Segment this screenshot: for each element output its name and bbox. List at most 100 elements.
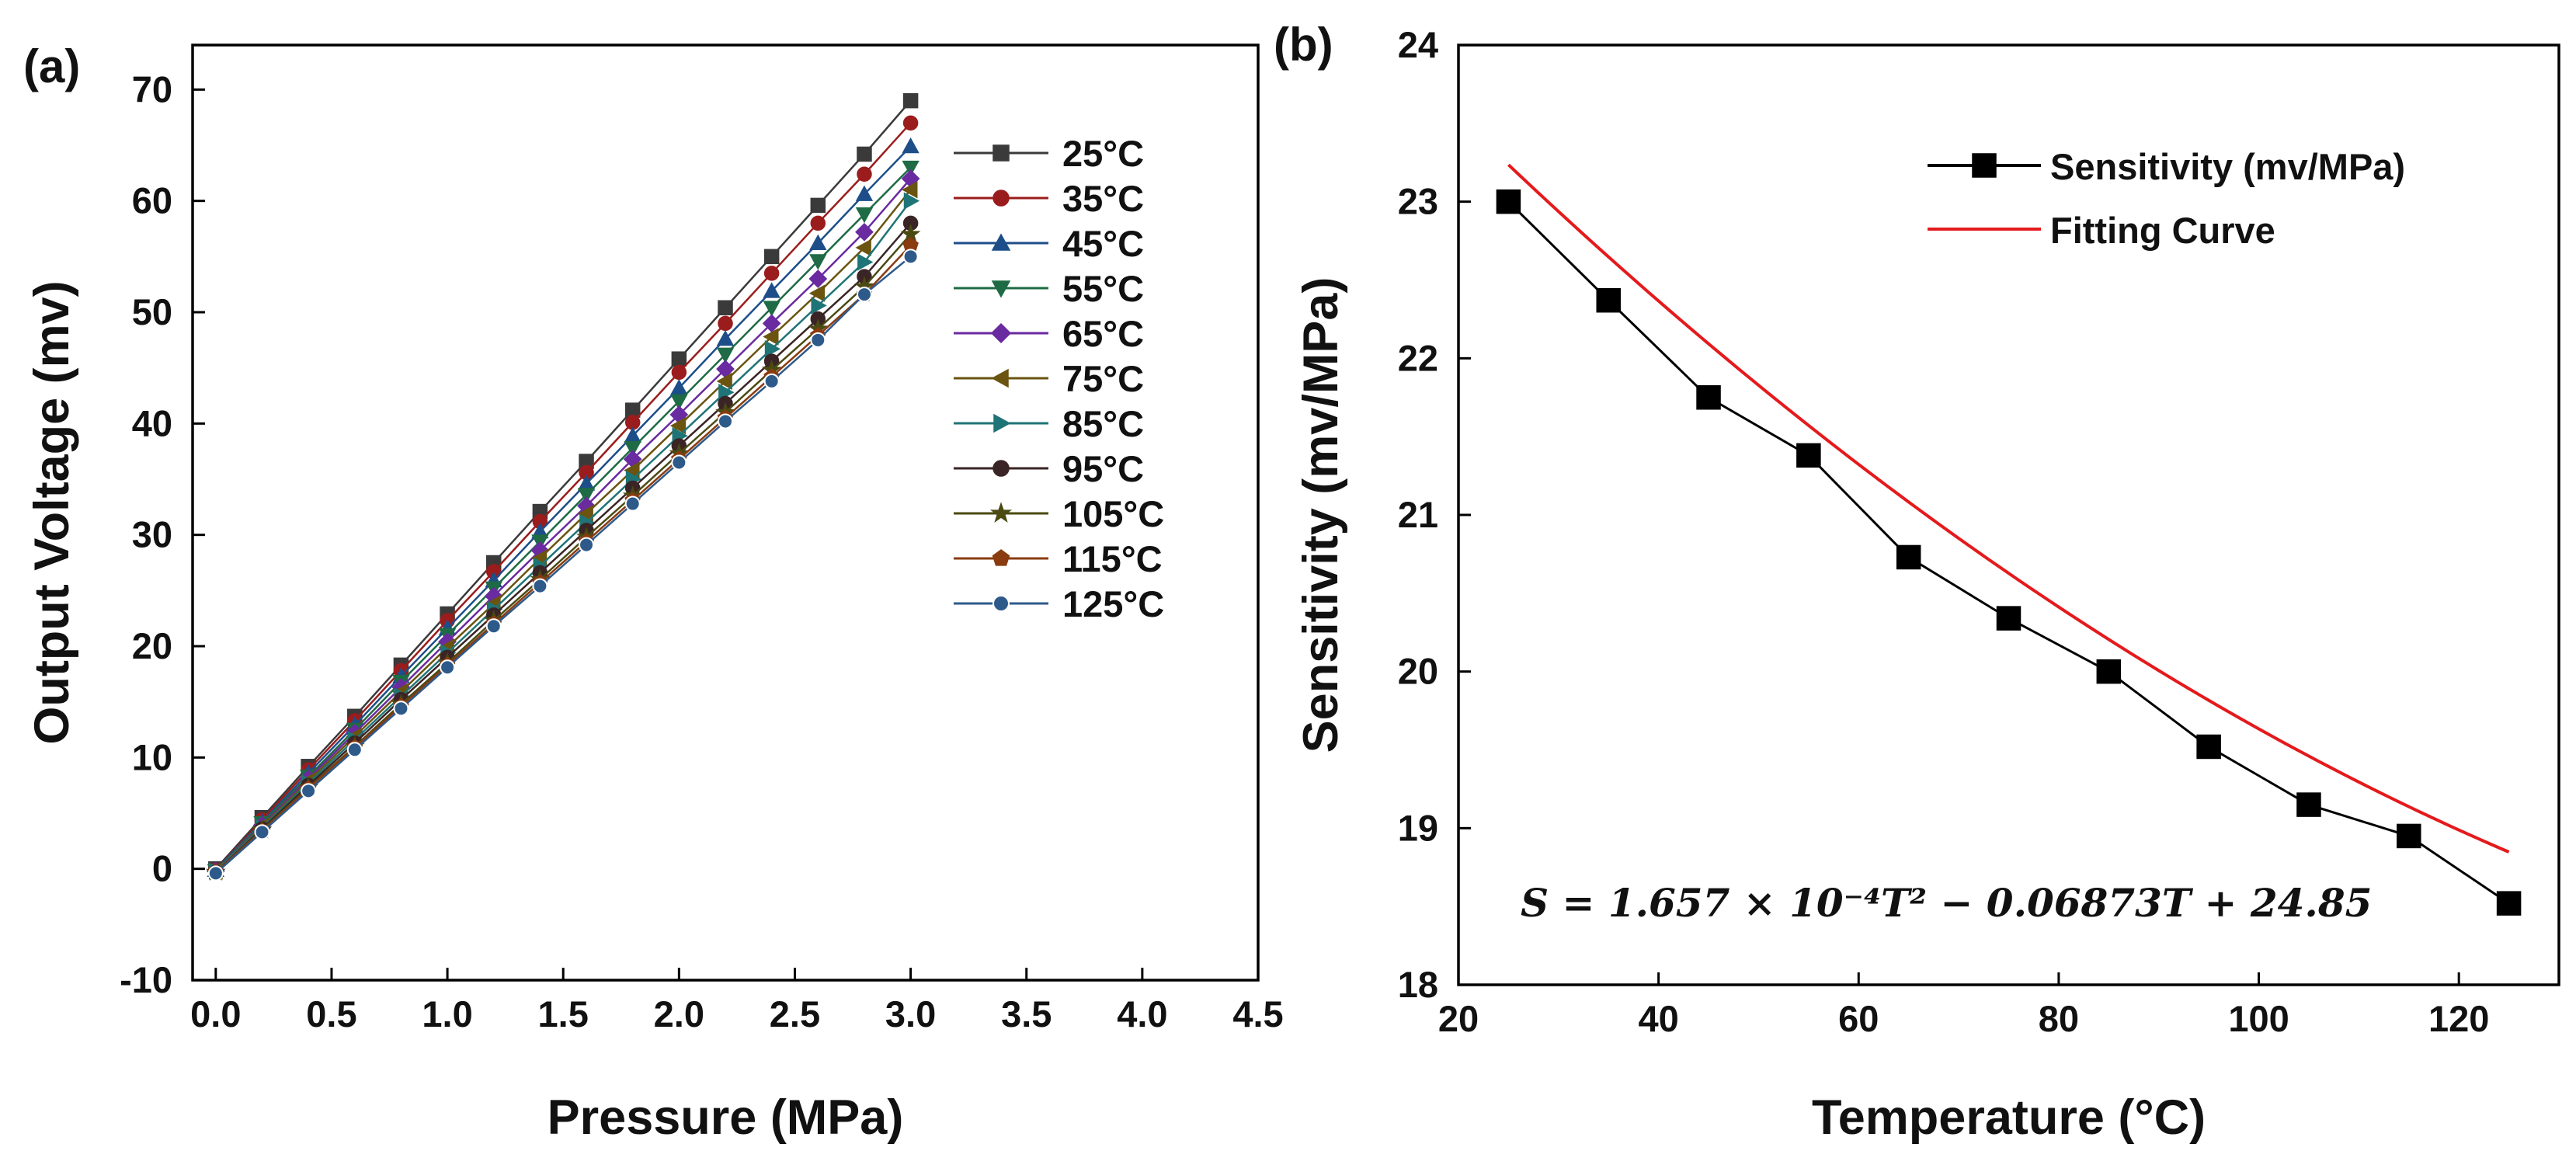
data-point (763, 301, 780, 317)
panel-b-x-ticks: 20 40 60 80 100 120 (1438, 972, 2489, 1039)
series-line (214, 178, 912, 872)
legend-label: 55°C (1062, 268, 1144, 309)
data-point (2496, 891, 2522, 916)
data-point (440, 659, 456, 676)
legend-label: Fitting Curve (2050, 210, 2275, 251)
data-point (716, 372, 732, 391)
data-point (716, 347, 735, 363)
data-point (810, 197, 826, 214)
data-point (811, 297, 827, 315)
legend-marker (993, 595, 1010, 612)
data-point (718, 413, 733, 429)
series-line (214, 99, 912, 870)
series-125-c (207, 249, 919, 882)
legend-marker (993, 144, 1010, 162)
data-point (624, 496, 641, 512)
panel-a-legend: 25°C35°C45°C55°C65°C75°C85°C95°C105°C115… (954, 133, 1164, 624)
legend-marker (1972, 153, 1997, 178)
data-point (532, 578, 548, 594)
panel-b-x-axis-title: Temperature (°C) (1812, 1090, 2206, 1145)
panel-a-label: (a) (23, 40, 80, 92)
y-tick-label: 0 (152, 848, 172, 889)
data-point (254, 824, 270, 840)
data-point (808, 270, 828, 288)
legend-item-105-c: 105°C (954, 493, 1164, 534)
data-point (763, 282, 780, 298)
panel-a-y-axis-title: Output Voltage (mv) (25, 280, 79, 744)
legend-item-25-c: 25°C (954, 133, 1144, 174)
legend-item-85-c: 85°C (954, 403, 1144, 444)
x-tick-label: 4.5 (1232, 993, 1283, 1035)
series-35-c (208, 115, 919, 878)
data-point (763, 266, 780, 281)
series-line (214, 122, 912, 871)
panel-a-plot-area (205, 92, 921, 882)
series-55-c (207, 160, 920, 880)
legend-item-35-c: 35°C (954, 178, 1144, 219)
series-line (214, 245, 912, 873)
x-tick-label: 40 (1638, 998, 1678, 1039)
series-25-c (208, 92, 919, 877)
y-tick-label: 70 (132, 68, 172, 110)
series-line (214, 145, 912, 871)
panel-a-x-axis-title: Pressure (MPa) (548, 1090, 904, 1145)
panel-b-chart: (b) 20 40 60 80 100 120 18 19 20 21 22 23 24 Temper… (1274, 19, 2560, 1145)
legend-label: 35°C (1062, 178, 1144, 219)
x-tick-label: 2.5 (770, 993, 820, 1035)
data-point (808, 284, 826, 302)
data-point (1996, 606, 2022, 631)
x-tick-label: 0.5 (306, 993, 356, 1035)
data-point (809, 234, 827, 250)
series-line (214, 256, 912, 875)
legend-marker (990, 322, 1012, 344)
legend-label: 65°C (1062, 313, 1144, 354)
x-tick-label: 0.0 (190, 993, 241, 1035)
legend-marker (991, 233, 1011, 251)
series-95-c (208, 215, 919, 880)
data-point (810, 215, 826, 231)
series-line (214, 222, 912, 873)
panel-b-y-ticks: 18 19 20 21 22 23 24 (1398, 24, 1471, 1005)
y-tick-label: 30 (132, 514, 172, 555)
data-point (902, 92, 919, 109)
data-point (902, 160, 920, 177)
y-tick-label: 22 (1398, 337, 1438, 378)
y-tick-label: 40 (132, 402, 172, 443)
y-tick-label: 18 (1398, 964, 1438, 1005)
panel-b-plot-area (1496, 163, 2522, 916)
data-point (855, 238, 871, 257)
data-point (2397, 823, 2421, 849)
data-point (857, 253, 874, 271)
data-point (763, 249, 780, 265)
legend-marker (989, 502, 1013, 523)
series-line (1507, 200, 2510, 905)
panel-b-frame (1457, 43, 2560, 986)
panel-b-y-axis-title: Sensitivity (mv/MPa) (1294, 277, 1348, 753)
series-line (214, 189, 912, 872)
data-point (2096, 659, 2122, 684)
data-point (855, 222, 874, 242)
legend-marker (993, 413, 1011, 433)
legend-item-sensitivity-mv-mpa: Sensitivity (mv/MPa) (1928, 146, 2405, 187)
legend-label: 95°C (1062, 448, 1144, 489)
data-point (670, 394, 688, 411)
data-point (718, 300, 733, 316)
y-tick-label: 60 (132, 180, 172, 221)
legend-label: 75°C (1062, 358, 1144, 399)
data-point (857, 146, 872, 162)
x-tick-label: 1.0 (422, 993, 472, 1035)
series-line (214, 200, 912, 872)
data-point (902, 137, 920, 154)
x-tick-label: 100 (2228, 998, 2289, 1039)
data-point (671, 364, 687, 381)
legend-marker (991, 280, 1011, 298)
y-tick-label: 19 (1398, 807, 1438, 848)
data-point (1596, 287, 1621, 313)
y-tick-label: 24 (1398, 24, 1438, 65)
data-point (902, 115, 919, 131)
legend-marker (993, 190, 1010, 207)
data-point (763, 373, 780, 389)
legend-label: 85°C (1062, 403, 1144, 444)
data-point (671, 351, 687, 367)
